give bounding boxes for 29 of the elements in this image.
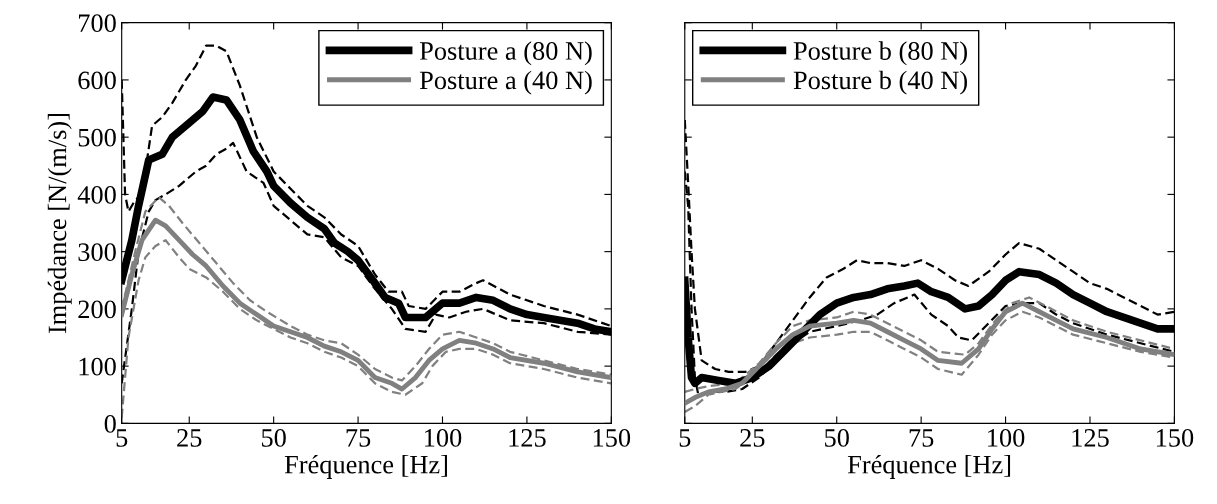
y-tick-label: 500 [78, 128, 116, 147]
x-tick-label: 150 [1156, 428, 1194, 447]
y-tick-label: 0 [104, 414, 116, 433]
legend-label: Posture a (80 N) [419, 41, 592, 66]
x-tick-label: 25 [177, 429, 202, 447]
x-tick-label: 100 [988, 428, 1025, 447]
x-tick-label: 75 [909, 429, 934, 447]
x-axis-title: Fréquence [Hz] [847, 454, 1011, 479]
y-tick-label: 300 [78, 243, 116, 262]
y-tick-label: 400 [77, 186, 116, 204]
y-tick-label: 100 [79, 357, 116, 376]
legend-label: Posture b (80 N) [793, 41, 967, 66]
legend-label: Posture a (40 N) [419, 70, 592, 95]
x-axis-title: Fréquence [Hz] [284, 454, 447, 479]
y-tick-label: 700 [79, 14, 116, 33]
legend-label: Posture b (40 N) [793, 70, 967, 95]
x-tick-label: 75 [346, 429, 371, 447]
x-tick-label: 125 [1072, 429, 1109, 447]
x-tick-label: 50 [261, 428, 286, 447]
y-tick-label: 600 [78, 71, 116, 90]
x-tick-label: 100 [425, 428, 462, 447]
x-tick-label: 50 [825, 428, 849, 447]
x-tick-label: 150 [593, 428, 631, 447]
x-tick-label: 25 [740, 429, 765, 447]
x-tick-label: 125 [509, 429, 546, 447]
y-tick-label: 200 [78, 300, 116, 319]
x-tick-label: 5 [116, 429, 128, 447]
y-axis-title: Impédance [N/(m/s)] [47, 113, 72, 334]
x-tick-label: 5 [679, 429, 691, 447]
